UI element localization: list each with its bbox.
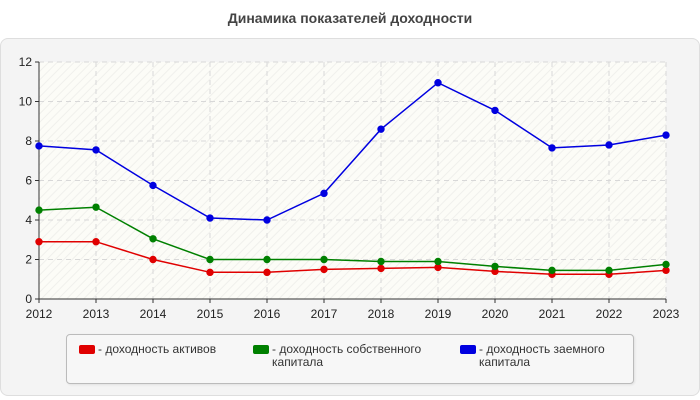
legend-swatch-assets [79,345,95,354]
legend-label-equity: - доходность собственного капитала [272,342,422,369]
legend-item-equity: - доходность собственного капитала [253,343,442,369]
series-1-point [320,255,328,264]
series-0-point [206,268,214,277]
x-tick-label: 2016 [254,307,281,321]
x-tick-label: 2014 [140,307,167,321]
x-tick-label: 2015 [197,307,224,321]
legend-swatch-equity [253,345,269,354]
series-2-point [263,216,271,224]
x-tick-label: 2017 [311,307,338,321]
series-0-point [377,264,385,273]
x-tick-label: 2019 [425,307,452,321]
series-2-point [35,142,43,150]
series-2-point [206,214,214,222]
series-2-point [434,79,442,87]
legend-label-assets: - доходность активов [98,342,217,356]
x-tick-label: 2021 [539,307,566,321]
series-2-point [548,144,556,152]
series-1-point [662,260,670,269]
series-1-point [377,257,385,266]
series-1-point [92,203,100,211]
series-1-point [35,206,43,214]
x-tick-label: 2018 [368,307,395,321]
x-tick-label: 2020 [482,307,509,321]
series-0-point [35,238,43,246]
series-2-point [491,106,499,115]
legend-item-assets: - доходность активов [79,343,248,356]
y-tick-label: 0 [25,292,32,306]
series-line-0 [39,240,667,276]
legend-swatch-borrowed [460,345,476,354]
series-0-point [263,268,271,277]
series-1-point [263,255,271,264]
series-1-point [149,235,157,243]
x-tick-label: 2013 [83,307,110,321]
series-1-point [206,255,214,264]
y-tick-label: 4 [25,213,32,227]
series-1-point [605,266,613,275]
series-0-point [320,265,328,274]
legend-label-borrowed: - доходность заемного капитала [479,342,605,369]
series-2-point [320,189,328,198]
x-tick-label: 2012 [26,307,53,321]
x-tick-label: 2022 [596,307,623,321]
y-tick-label: 10 [19,95,33,109]
chart-title: Динамика показателей доходности [227,10,473,26]
series-line-2 [38,81,667,221]
series-2-point [377,125,385,133]
series-1-point [548,266,556,275]
series-0-point [149,255,157,264]
series-2-point [662,131,670,139]
series-1-point [434,257,442,266]
series-2-point [92,146,100,154]
y-tick-label: 6 [25,174,32,188]
y-tick-label: 8 [25,134,32,148]
x-tick-label: 2023 [653,307,680,321]
legend-item-borrowed: - доходность заемного капитала [460,343,634,369]
series-0-point [92,238,100,246]
series-line-1 [38,206,667,272]
y-tick-label: 12 [19,55,33,69]
y-tick-label: 2 [25,253,32,267]
series-2-point [605,141,613,149]
legend: - доходность активов - доходность собств… [66,334,634,384]
series-1-point [491,262,499,271]
series-2-point [149,181,157,190]
